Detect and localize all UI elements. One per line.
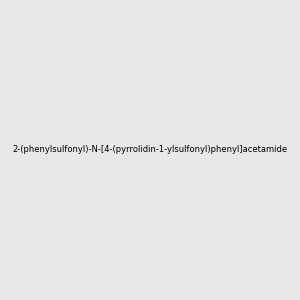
Text: 2-(phenylsulfonyl)-N-[4-(pyrrolidin-1-ylsulfonyl)phenyl]acetamide: 2-(phenylsulfonyl)-N-[4-(pyrrolidin-1-yl… [12, 146, 288, 154]
